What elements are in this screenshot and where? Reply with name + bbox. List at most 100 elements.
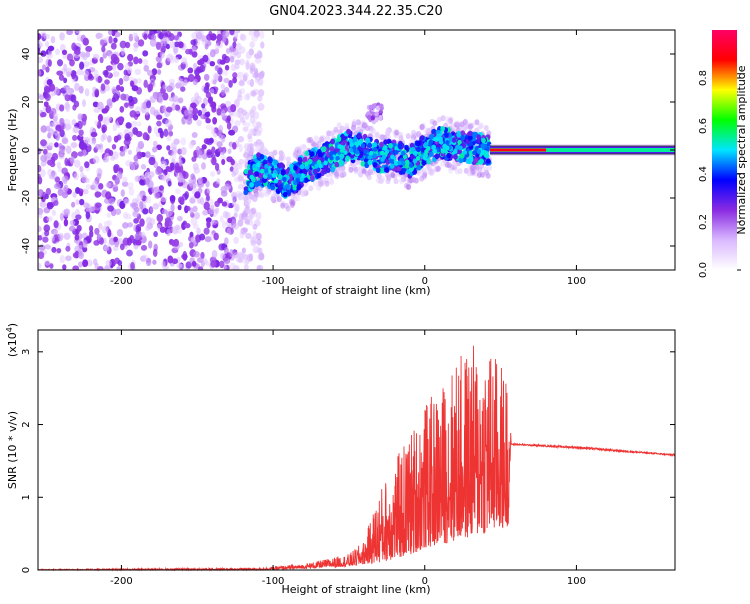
track-halo-cell [474,119,480,126]
noise-cell [232,222,240,230]
track-peak-cell [329,151,334,157]
track-core-cell [249,182,255,188]
track-peak-cell [401,150,406,156]
track-halo-cell [290,194,296,200]
noise-cell [229,262,236,270]
noise-cell [171,103,176,111]
noise-cell [137,58,143,64]
track-peak-cell [295,177,300,183]
noise-cell [105,182,112,188]
noise-cell [191,156,197,162]
noise-cell [134,233,140,241]
noise-cell [181,222,187,231]
noise-cell [220,190,228,197]
noise-cell [90,139,97,146]
noise-cell [53,200,59,207]
noise-cell [46,216,53,222]
noise-cell [238,176,245,182]
noise-cell [185,205,191,212]
noise-cell [242,126,249,132]
noise-cell [203,73,210,81]
noise-cell [250,240,257,247]
noise-cell [119,243,125,251]
noise-cell [110,155,116,161]
noise-cell [255,130,261,137]
noise-cell [42,148,48,155]
noise-cell [235,256,242,263]
noise-cell [139,201,144,210]
noise-cell [118,237,123,245]
track-core-cell [309,151,315,157]
track-halo-cell [329,178,335,185]
noise-cell [231,193,238,201]
noise-cell [229,248,234,258]
track-core-cell [247,169,253,176]
noise-cell [38,42,43,48]
noise-cell [214,47,220,54]
noise-cell [220,134,226,143]
noise-cell [69,156,76,165]
track-core-cell [410,154,416,160]
noise-cell [107,240,114,248]
track-core-cell [426,158,432,165]
track-peak-cell [380,150,385,156]
noise-cell [201,258,208,265]
noise-cell [97,101,104,110]
noise-cell [142,58,149,66]
noise-cell [142,50,149,57]
noise-cell [47,59,52,67]
track-halo-cell [483,125,489,131]
noise-cell [185,48,191,55]
noise-cell [81,99,87,107]
noise-cell [92,258,98,266]
noise-cell [172,45,179,54]
noise-cell [68,225,76,232]
noise-cell [119,150,126,157]
noise-cell [189,231,194,238]
noise-cell [162,169,168,176]
noise-cell [59,255,66,264]
noise-cell [92,180,98,188]
track-core-cell [259,154,265,160]
noise-cell [171,258,179,265]
noise-cell [53,183,61,190]
noise-cell [244,219,250,225]
track-halo-cell [365,125,371,132]
noise-cell [176,262,183,269]
track-peak-cell [476,149,482,155]
noise-cell [113,135,119,143]
noise-cell [156,62,163,69]
track-core-cell [436,133,441,139]
noise-cell [166,53,174,62]
track-core-cell [440,126,445,132]
track-core-cell [293,165,298,171]
noise-cell [256,238,262,246]
track-core-cell [302,168,308,175]
track-peak-cell [372,147,378,152]
tone-band-inner [489,148,675,152]
noise-cell [168,130,174,137]
noise-cell [232,111,238,118]
track-core-cell [289,163,294,170]
noise-cell [40,139,47,147]
track-core-cell [416,146,421,153]
noise-cell [78,233,83,240]
noise-cell [228,45,234,53]
track-core-cell [282,191,288,198]
noise-cell [170,162,175,171]
track-core-cell [440,148,446,154]
noise-cell [167,255,174,264]
track-halo-cell [457,168,463,175]
track-core-cell [334,161,340,168]
track-halo-cell [390,172,396,178]
noise-cell [196,227,201,235]
track-core-cell [367,159,373,166]
noise-cell [223,183,231,191]
track-halo-cell [285,156,291,163]
track-halo-cell [352,119,357,125]
noise-cell [127,149,133,155]
y-tick-label: 1 [21,494,32,500]
track-core-cell [270,183,275,190]
noise-cell [97,113,103,122]
noise-cell [97,75,102,83]
